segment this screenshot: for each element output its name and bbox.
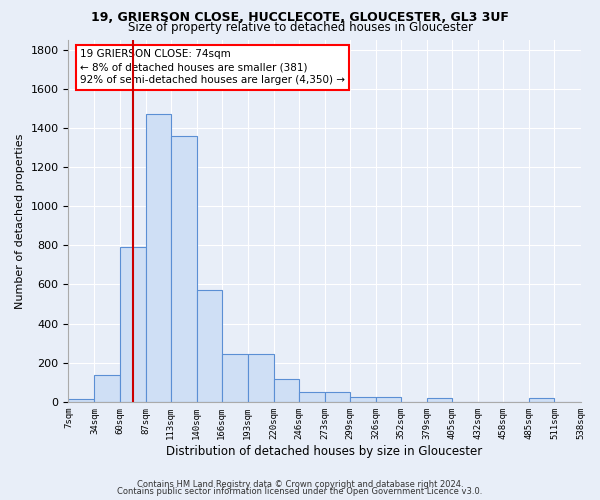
Bar xyxy=(427,398,452,402)
Text: Size of property relative to detached houses in Gloucester: Size of property relative to detached ho… xyxy=(128,21,473,34)
Text: Contains public sector information licensed under the Open Government Licence v3: Contains public sector information licen… xyxy=(118,487,482,496)
Bar xyxy=(299,392,325,402)
Bar xyxy=(222,354,248,402)
Text: 19, GRIERSON CLOSE, HUCCLECOTE, GLOUCESTER, GL3 3UF: 19, GRIERSON CLOSE, HUCCLECOTE, GLOUCEST… xyxy=(91,11,509,24)
Bar xyxy=(325,392,350,402)
Bar xyxy=(197,290,222,402)
Bar xyxy=(376,397,401,402)
Bar xyxy=(119,248,146,402)
Bar xyxy=(170,136,197,402)
Bar xyxy=(274,380,299,402)
Bar xyxy=(94,376,119,402)
Text: 19 GRIERSON CLOSE: 74sqm
← 8% of detached houses are smaller (381)
92% of semi-d: 19 GRIERSON CLOSE: 74sqm ← 8% of detache… xyxy=(80,49,344,86)
Bar xyxy=(529,398,554,402)
Bar xyxy=(146,114,170,402)
Text: Contains HM Land Registry data © Crown copyright and database right 2024.: Contains HM Land Registry data © Crown c… xyxy=(137,480,463,489)
Bar xyxy=(350,397,376,402)
Bar xyxy=(68,399,94,402)
X-axis label: Distribution of detached houses by size in Gloucester: Distribution of detached houses by size … xyxy=(166,444,482,458)
Y-axis label: Number of detached properties: Number of detached properties xyxy=(15,133,25,308)
Bar xyxy=(248,354,274,402)
